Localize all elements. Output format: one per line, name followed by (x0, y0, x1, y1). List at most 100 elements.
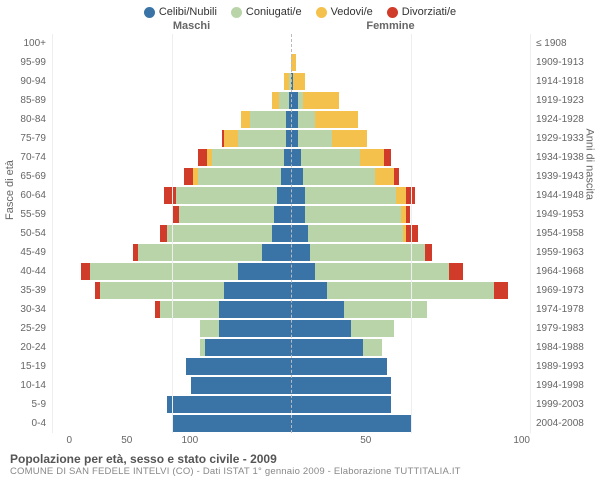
legend-item: Celibi/Nubili (144, 6, 217, 18)
legend-swatch (231, 7, 242, 18)
seg-d (164, 187, 176, 204)
seg-s (291, 263, 315, 280)
seg-c (305, 187, 396, 204)
legend-swatch (144, 7, 155, 18)
birth-year-label: ≤ 1908 (530, 38, 600, 49)
legend-item: Coniugati/e (231, 6, 302, 18)
seg-s (281, 168, 291, 185)
gridline (172, 34, 173, 433)
seg-d (198, 149, 208, 166)
x-tick: 50 (311, 435, 421, 446)
seg-v (272, 92, 279, 109)
age-label: 85-89 (0, 95, 52, 106)
pyramid-row: 5-9 1999-2003 (0, 395, 600, 414)
seg-c (363, 339, 382, 356)
age-label: 15-19 (0, 361, 52, 372)
seg-d (406, 225, 418, 242)
legend-label: Celibi/Nubili (159, 6, 217, 18)
birth-year-label: 1974-1978 (530, 304, 600, 315)
y-axis-label-left: Fasce di età (4, 160, 16, 220)
pyramid-row: 15-19 1989-1993 (0, 357, 600, 376)
seg-s (291, 244, 310, 261)
seg-s (219, 301, 291, 318)
age-label: 75-79 (0, 133, 52, 144)
age-label: 100+ (0, 38, 52, 49)
seg-s (272, 225, 291, 242)
gridline (52, 34, 53, 433)
seg-s (167, 396, 291, 413)
seg-s (238, 263, 291, 280)
seg-d (425, 244, 432, 261)
gridline (530, 34, 531, 433)
age-label: 50-54 (0, 228, 52, 239)
legend-swatch (316, 7, 327, 18)
seg-d (184, 168, 194, 185)
pyramid-row: 35-391969-1973 (0, 281, 600, 300)
seg-d (494, 282, 508, 299)
pyramid-row: 50-54 1954-1958 (0, 224, 600, 243)
birth-year-label: 1999-2003 (530, 399, 600, 410)
pyramid-row: 80-841924-1928 (0, 110, 600, 129)
seg-d (394, 168, 399, 185)
seg-c (315, 263, 449, 280)
x-tick: 50 (72, 435, 182, 446)
seg-s (291, 92, 298, 109)
seg-s (291, 206, 305, 223)
age-label: 5-9 (0, 399, 52, 410)
birth-year-label: 1984-1988 (530, 342, 600, 353)
legend-label: Coniugati/e (246, 6, 302, 18)
seg-d (172, 206, 179, 223)
seg-c (279, 92, 289, 109)
age-label: 90-94 (0, 76, 52, 87)
age-label: 95-99 (0, 57, 52, 68)
seg-v (375, 168, 394, 185)
seg-v (293, 73, 305, 90)
seg-c (100, 282, 224, 299)
seg-s (291, 130, 298, 147)
seg-v (303, 92, 339, 109)
seg-s (219, 320, 291, 337)
legend: Celibi/NubiliConiugati/eVedovi/eDivorzia… (0, 0, 600, 18)
age-label: 20-24 (0, 342, 52, 353)
seg-c (310, 244, 425, 261)
seg-v (396, 187, 406, 204)
seg-s (274, 206, 291, 223)
pyramid-row: 40-441964-1968 (0, 262, 600, 281)
seg-s (291, 225, 308, 242)
seg-c (176, 187, 276, 204)
seg-s (224, 282, 291, 299)
seg-c (298, 111, 315, 128)
birth-year-label: 2004-2008 (530, 418, 600, 429)
y-axis-label-right: Anni di nascita (584, 128, 596, 200)
seg-s (291, 301, 344, 318)
x-tick: 100 (182, 435, 292, 446)
age-label: 10-14 (0, 380, 52, 391)
seg-d (160, 225, 167, 242)
population-pyramid-chart: Celibi/NubiliConiugati/eVedovi/eDivorzia… (0, 0, 600, 500)
seg-d (81, 263, 91, 280)
seg-v (332, 130, 368, 147)
seg-d (449, 263, 463, 280)
pyramid-rows: 100+≤ 190895-991909-191390-941914-191885… (0, 34, 600, 433)
pyramid-row: 70-741934-1938 (0, 148, 600, 167)
birth-year-label: 1989-1993 (530, 361, 600, 372)
seg-s (291, 358, 387, 375)
pyramid-row: 45-491959-1963 (0, 243, 600, 262)
birth-year-label: 1979-1983 (530, 323, 600, 334)
pyramid-row: 100+ ≤ 1908 (0, 34, 600, 53)
birth-year-label: 1954-1958 (530, 228, 600, 239)
seg-s (291, 168, 303, 185)
x-tick (291, 435, 311, 446)
x-tick: 0 (52, 435, 72, 446)
seg-s (262, 244, 291, 261)
seg-s (291, 320, 351, 337)
seg-v (315, 111, 358, 128)
seg-s (291, 339, 363, 356)
age-label: 45-49 (0, 247, 52, 258)
seg-s (291, 187, 305, 204)
seg-s (205, 339, 291, 356)
legend-swatch (387, 7, 398, 18)
pyramid-row: 30-341974-1978 (0, 300, 600, 319)
seg-c (179, 206, 275, 223)
birth-year-label: 1909-1913 (530, 57, 600, 68)
